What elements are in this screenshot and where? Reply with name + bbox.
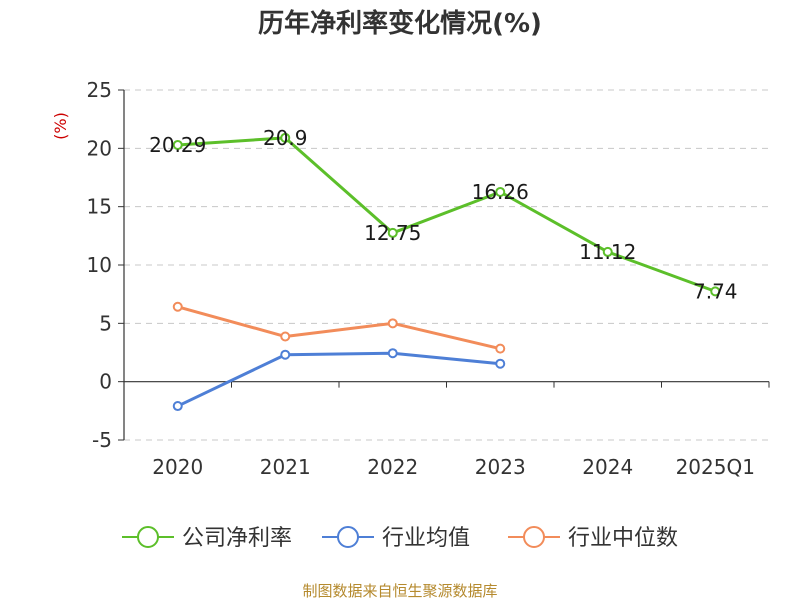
legend-label: 行业均值 — [382, 526, 470, 551]
data-point — [387, 318, 398, 329]
y-axis-unit: (%) — [51, 112, 70, 140]
data-point — [280, 331, 291, 342]
data-point — [172, 401, 183, 412]
y-tick-label: 20 — [87, 136, 112, 160]
series — [172, 132, 721, 412]
y-tick-label: 15 — [87, 195, 112, 219]
source-note: 制图数据来自恒生聚源数据库 — [302, 582, 497, 600]
data-label: 11.12 — [579, 240, 636, 264]
legend-marker — [137, 526, 159, 548]
series-line — [177, 351, 501, 408]
x-tick-label: 2024 — [582, 455, 633, 479]
data-label: 20.29 — [149, 133, 206, 157]
y-tick-label: 25 — [87, 78, 112, 102]
data-label: 7.74 — [693, 279, 738, 303]
data-point — [710, 286, 721, 297]
y-tick-label: -5 — [92, 428, 112, 452]
y-tick-label: 0 — [99, 370, 112, 394]
y-tick-label: 10 — [87, 253, 112, 277]
data-point — [495, 186, 506, 197]
data-label: 20.9 — [263, 126, 308, 150]
data-point — [280, 132, 291, 143]
legend-label: 公司净利率 — [182, 526, 292, 551]
chart-title: 历年净利率变化情况(%) — [258, 8, 542, 39]
series-line — [177, 305, 501, 351]
legend-marker — [337, 526, 359, 548]
series-line — [177, 136, 716, 293]
data-point — [387, 348, 398, 359]
x-tick-label: 2025Q1 — [676, 455, 755, 479]
data-point — [602, 246, 613, 257]
data-label: 12.75 — [364, 221, 421, 245]
data-point — [495, 358, 506, 369]
x-tick-label: 2022 — [367, 455, 418, 479]
data-point — [280, 349, 291, 360]
axes: -5 0 5 10 15 20 25 2020 2021 2022 2023 2024 2025Q1 — [87, 78, 770, 479]
legend-marker — [523, 526, 545, 548]
legend: 公司净利率 行业均值 行业中位数 — [122, 526, 678, 551]
data-labels: 20.29 20.9 12.75 16.26 11.12 7.74 — [149, 126, 737, 304]
data-point — [172, 139, 183, 150]
y-tick-label: 5 — [99, 311, 112, 335]
x-tick-label: 2021 — [260, 455, 311, 479]
x-tick-label: 2023 — [475, 455, 526, 479]
x-tick-label: 2020 — [152, 455, 203, 479]
data-label: 16.26 — [472, 180, 529, 204]
data-point — [172, 301, 183, 312]
data-point — [495, 343, 506, 354]
legend-label: 行业中位数 — [568, 526, 678, 551]
data-point — [387, 227, 398, 238]
grid — [124, 89, 769, 441]
